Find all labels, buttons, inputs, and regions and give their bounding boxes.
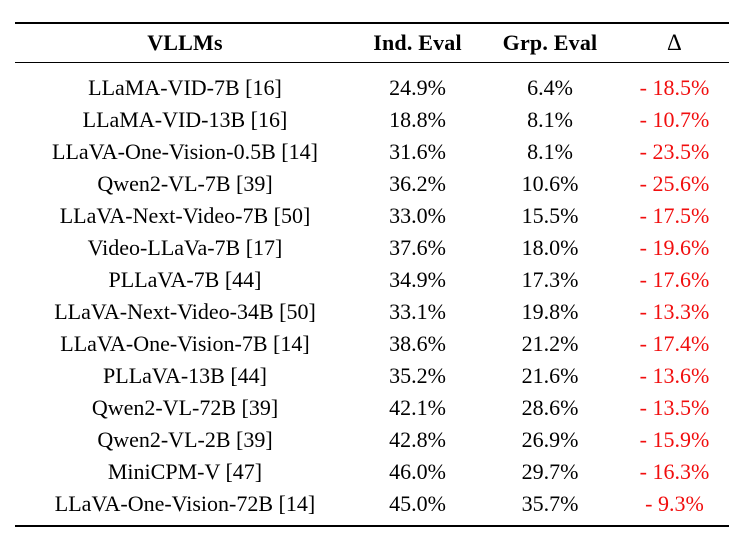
- table-body: LLaMA-VID-7B [16] 24.9% 6.4% - 18.5% LLaMA-V…: [15, 63, 729, 527]
- table-row: LLaVA-One-Vision-7B [14] 38.6% 21.2% - 17.4…: [15, 328, 729, 360]
- ind-eval-cell: 37.6%: [389, 235, 446, 260]
- model-name-cell: LLaVA-One-Vision-72B [14]: [54, 491, 316, 516]
- table-row: PLLaVA-7B [44] 34.9% 17.3% - 17.6%: [15, 264, 729, 296]
- grp-eval-cell: 15.5%: [521, 203, 579, 228]
- delta-cell: - 18.5%: [639, 75, 710, 100]
- grp-eval-cell: 18.0%: [521, 235, 579, 260]
- table-row: PLLaVA-13B [44] 35.2% 21.6% - 13.6%: [15, 360, 729, 392]
- ind-eval-cell: 31.6%: [389, 139, 446, 164]
- model-name-cell: LLaMA-VID-7B [16]: [88, 75, 282, 100]
- delta-cell: - 17.4%: [639, 331, 710, 356]
- delta-cell: - 10.7%: [639, 107, 710, 132]
- model-name-cell: LLaVA-One-Vision-7B [14]: [60, 331, 310, 356]
- column-header-vllms: VLLMs: [15, 23, 355, 63]
- table-row: LLaVA-Next-Video-7B [50] 33.0% 15.5% - 17.5…: [15, 200, 729, 232]
- table-row: LLaMA-VID-13B [16] 18.8% 8.1% - 10.7%: [15, 104, 729, 136]
- delta-cell: - 13.5%: [639, 395, 710, 420]
- delta-cell: - 15.9%: [639, 427, 710, 452]
- table-row: LLaVA-One-Vision-0.5B [14] 31.6% 8.1% - 23.…: [15, 136, 729, 168]
- ind-eval-cell: 42.1%: [389, 395, 446, 420]
- table-header: VLLMs Ind. Eval Grp. Eval Δ: [15, 23, 729, 63]
- model-name-cell: LLaMA-VID-13B [16]: [82, 107, 288, 132]
- ind-eval-cell: 45.0%: [389, 491, 446, 516]
- grp-eval-cell: 10.6%: [521, 171, 579, 196]
- table-row: Qwen2-VL-7B [39] 36.2% 10.6% - 25.6%: [15, 168, 729, 200]
- delta-cell: - 9.3%: [645, 491, 704, 516]
- model-name-cell: Qwen2-VL-2B [39]: [97, 427, 273, 452]
- model-name-cell: LLaVA-Next-Video-34B [50]: [54, 299, 316, 324]
- table-row: Qwen2-VL-72B [39] 42.1% 28.6% - 13.5%: [15, 392, 729, 424]
- column-header-delta: Δ: [620, 23, 729, 63]
- column-header-grp-eval: Grp. Eval: [480, 23, 620, 63]
- grp-eval-cell: 17.3%: [521, 267, 579, 292]
- table-row: LLaMA-VID-7B [16] 24.9% 6.4% - 18.5%: [15, 63, 729, 105]
- model-name-cell: Qwen2-VL-7B [39]: [97, 171, 273, 196]
- table-row: Video-LLaVa-7B [17] 37.6% 18.0% - 19.6%: [15, 232, 729, 264]
- delta-cell: - 23.5%: [639, 139, 710, 164]
- results-table-container: VLLMs Ind. Eval Grp. Eval Δ LLaMA-VID-7B…: [15, 22, 729, 527]
- model-name-cell: Qwen2-VL-72B [39]: [91, 395, 279, 420]
- model-name-cell: PLLaVA-13B [44]: [103, 363, 267, 388]
- grp-eval-cell: 28.6%: [521, 395, 579, 420]
- table-row: Qwen2-VL-2B [39] 42.8% 26.9% - 15.9%: [15, 424, 729, 456]
- ind-eval-cell: 34.9%: [389, 267, 446, 292]
- model-name-cell: LLaVA-Next-Video-7B [50]: [59, 203, 311, 228]
- ind-eval-cell: 42.8%: [389, 427, 446, 452]
- delta-cell: - 17.5%: [639, 203, 710, 228]
- delta-cell: - 13.6%: [639, 363, 710, 388]
- grp-eval-cell: 8.1%: [527, 107, 573, 132]
- ind-eval-cell: 18.8%: [389, 107, 446, 132]
- ind-eval-cell: 33.1%: [389, 299, 446, 324]
- grp-eval-cell: 29.7%: [521, 459, 579, 484]
- table-row: LLaVA-Next-Video-34B [50] 33.1% 19.8% - 13.…: [15, 296, 729, 328]
- grp-eval-cell: 21.6%: [521, 363, 579, 388]
- grp-eval-cell: 21.2%: [521, 331, 579, 356]
- delta-cell: - 25.6%: [639, 171, 710, 196]
- model-name-cell: LLaVA-One-Vision-0.5B [14]: [52, 139, 318, 164]
- ind-eval-cell: 35.2%: [389, 363, 446, 388]
- ind-eval-cell: 46.0%: [389, 459, 446, 484]
- header-row: VLLMs Ind. Eval Grp. Eval Δ: [15, 23, 729, 63]
- table-row: LLaVA-One-Vision-72B [14] 45.0% 35.7% - 9.3…: [15, 488, 729, 526]
- grp-eval-cell: 26.9%: [521, 427, 579, 452]
- delta-cell: - 16.3%: [639, 459, 710, 484]
- grp-eval-cell: 6.4%: [527, 75, 573, 100]
- model-name-cell: MiniCPM-V [47]: [107, 459, 263, 484]
- grp-eval-cell: 35.7%: [521, 491, 579, 516]
- delta-cell: - 13.3%: [639, 299, 710, 324]
- grp-eval-cell: 8.1%: [527, 139, 573, 164]
- ind-eval-cell: 33.0%: [389, 203, 446, 228]
- ind-eval-cell: 38.6%: [389, 331, 446, 356]
- delta-cell: - 17.6%: [639, 267, 710, 292]
- model-name-cell: PLLaVA-7B [44]: [108, 267, 262, 292]
- delta-cell: - 19.6%: [639, 235, 710, 260]
- column-header-ind-eval: Ind. Eval: [355, 23, 480, 63]
- model-name-cell: Video-LLaVa-7B [17]: [87, 235, 283, 260]
- ind-eval-cell: 24.9%: [389, 75, 446, 100]
- grp-eval-cell: 19.8%: [521, 299, 579, 324]
- ind-eval-cell: 36.2%: [389, 171, 446, 196]
- vllm-results-table: VLLMs Ind. Eval Grp. Eval Δ LLaMA-VID-7B…: [15, 22, 729, 527]
- table-row: MiniCPM-V [47] 46.0% 29.7% - 16.3%: [15, 456, 729, 488]
